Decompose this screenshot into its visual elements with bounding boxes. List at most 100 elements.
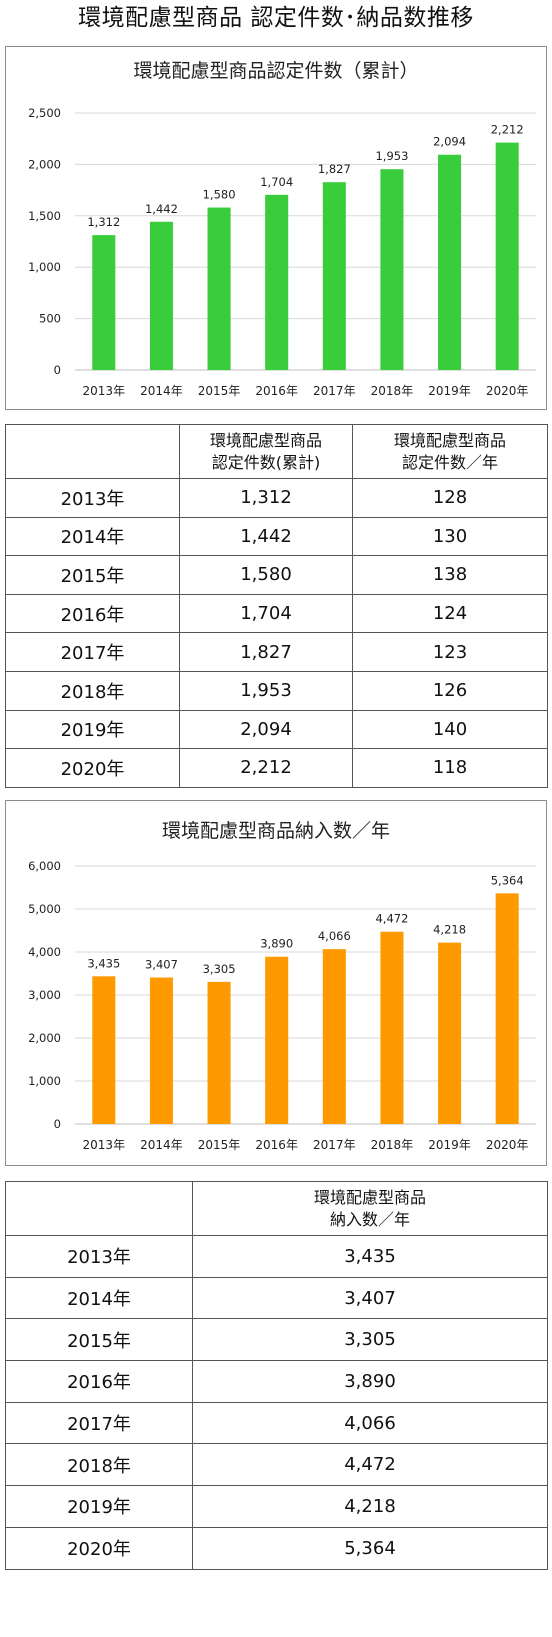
year-cell: 2018年 — [5, 1443, 193, 1487]
table-row: 2016年 1,704 124 — [5, 593, 548, 634]
table-row: 2015年 1,580 138 — [5, 555, 548, 595]
delivered-cell: 3,890 — [192, 1360, 548, 1403]
x-tick-label: 2018年 — [371, 1138, 414, 1152]
table-header-row: 環境配慮型商品 納入数／年 — [5, 1181, 548, 1236]
table-row: 2018年 4,472 — [5, 1443, 548, 1487]
year-cell: 2018年 — [5, 670, 180, 711]
data-label: 3,305 — [203, 962, 236, 976]
year-cell: 2014年 — [5, 1276, 193, 1320]
bar — [495, 893, 519, 1124]
cumulative-cell: 2,094 — [179, 709, 353, 750]
cumulative-cell: 1,704 — [179, 593, 353, 634]
y-tick-label: 1,000 — [28, 1074, 61, 1088]
y-tick-label: 2,000 — [28, 1031, 61, 1045]
bar — [265, 956, 289, 1124]
x-tick-label: 2019年 — [428, 384, 471, 398]
year-cell: 2016年 — [5, 1360, 193, 1403]
delivery-table: 環境配慮型商品 納入数／年 2013年 3,435 2014年 3,407 2015年 3… — [5, 1181, 548, 1570]
year-cell: 2013年 — [5, 478, 180, 518]
table-row: 2017年 4,066 — [5, 1401, 548, 1445]
bar — [438, 942, 462, 1124]
page-title: 環境配慮型商品 認定件数･納品数推移 — [78, 5, 474, 31]
header-delivered: 環境配慮型商品 納入数／年 — [192, 1181, 548, 1236]
header-annual-line1: 環境配慮型商品 — [393, 430, 506, 450]
cumulative-cell: 1,312 — [179, 478, 353, 518]
y-tick-label: 4,000 — [28, 945, 61, 959]
delivered-cell: 5,364 — [192, 1526, 548, 1570]
bar — [438, 154, 462, 370]
year-cell: 2017年 — [5, 1401, 193, 1445]
bar — [149, 977, 173, 1124]
year-cell: 2013年 — [5, 1235, 193, 1278]
delivered-cell: 4,472 — [192, 1443, 548, 1487]
data-label: 1,953 — [375, 149, 408, 163]
year-cell: 2020年 — [5, 1526, 193, 1570]
table-row: 2013年 1,312 128 — [5, 478, 548, 518]
header-empty-cell — [5, 1181, 193, 1236]
annual-cell: 130 — [352, 516, 548, 557]
year-cell: 2017年 — [5, 632, 180, 672]
x-tick-label: 2016年 — [255, 1138, 298, 1152]
header-delivered-line2: 納入数／年 — [329, 1209, 410, 1229]
cumulative-cell: 2,212 — [179, 748, 353, 788]
table-row: 2014年 3,407 — [5, 1276, 548, 1320]
x-tick-label: 2014年 — [140, 384, 183, 398]
x-tick-label: 2017年 — [313, 384, 356, 398]
data-label: 1,312 — [87, 215, 120, 229]
x-tick-label: 2020年 — [486, 1138, 529, 1152]
table-row: 2018年 1,953 126 — [5, 670, 548, 711]
table-row: 2014年 1,442 130 — [5, 516, 548, 557]
delivered-cell: 3,435 — [192, 1235, 548, 1278]
x-tick-label: 2015年 — [198, 1138, 241, 1152]
delivered-cell: 3,407 — [192, 1276, 548, 1320]
table-row: 2020年 2,212 118 — [5, 748, 548, 788]
bar — [380, 169, 404, 370]
year-cell: 2019年 — [5, 1485, 193, 1528]
delivered-cell: 4,066 — [192, 1401, 548, 1445]
table-row: 2020年 5,364 — [5, 1526, 548, 1570]
data-label: 3,890 — [260, 937, 293, 951]
table-row: 2016年 3,890 — [5, 1360, 548, 1403]
cumulative-cell: 1,827 — [179, 632, 353, 672]
chart-deliveries: 環境配慮型商品納入数／年 0 1,000 2,000 3,000 4,000 5,000 6… — [5, 800, 547, 1166]
delivered-cell: 4,218 — [192, 1485, 548, 1528]
y-tick-label: 6,000 — [28, 859, 61, 873]
data-label: 1,827 — [318, 162, 351, 176]
header-empty-cell — [5, 424, 180, 479]
x-tick-label: 2017年 — [313, 1138, 356, 1152]
y-tick-label: 2,500 — [28, 106, 61, 120]
y-tick-label: 0 — [54, 1117, 61, 1131]
y-tick-label: 3,000 — [28, 988, 61, 1002]
x-tick-label: 2013年 — [83, 1138, 126, 1152]
annual-cell: 128 — [352, 478, 548, 518]
bar — [92, 235, 116, 370]
x-tick-label: 2014年 — [140, 1138, 183, 1152]
year-cell: 2015年 — [5, 1318, 193, 1362]
year-cell: 2016年 — [5, 593, 180, 634]
data-label: 3,407 — [145, 957, 178, 971]
header-cumulative-line2: 認定件数(累計) — [211, 452, 321, 472]
annual-cell: 140 — [352, 709, 548, 750]
year-cell: 2020年 — [5, 748, 180, 788]
data-label: 1,580 — [203, 188, 236, 202]
x-tick-label: 2019年 — [428, 1138, 471, 1152]
table-row: 2013年 3,435 — [5, 1235, 548, 1278]
chart-title: 環境配慮型商品納入数／年 — [162, 820, 390, 842]
y-tick-label: 1,000 — [28, 260, 61, 274]
x-tick-label: 2015年 — [198, 384, 241, 398]
y-tick-label: 2,000 — [28, 157, 61, 171]
certification-table: 環境配慮型商品 認定件数(累計) 環境配慮型商品 認定件数／年 2013年 1,3… — [5, 424, 548, 788]
x-tick-label: 2018年 — [371, 384, 414, 398]
table-row: 2015年 3,305 — [5, 1318, 548, 1362]
year-cell: 2014年 — [5, 516, 180, 557]
data-label: 3,435 — [87, 956, 120, 970]
cumulative-cell: 1,580 — [179, 555, 353, 595]
year-cell: 2019年 — [5, 709, 180, 750]
cumulative-cell: 1,442 — [179, 516, 353, 557]
bar — [322, 949, 346, 1124]
header-cumulative-line1: 環境配慮型商品 — [209, 430, 322, 450]
annual-cell: 123 — [352, 632, 548, 672]
bar — [265, 194, 289, 370]
bar — [92, 976, 116, 1124]
data-label: 1,704 — [260, 175, 293, 189]
